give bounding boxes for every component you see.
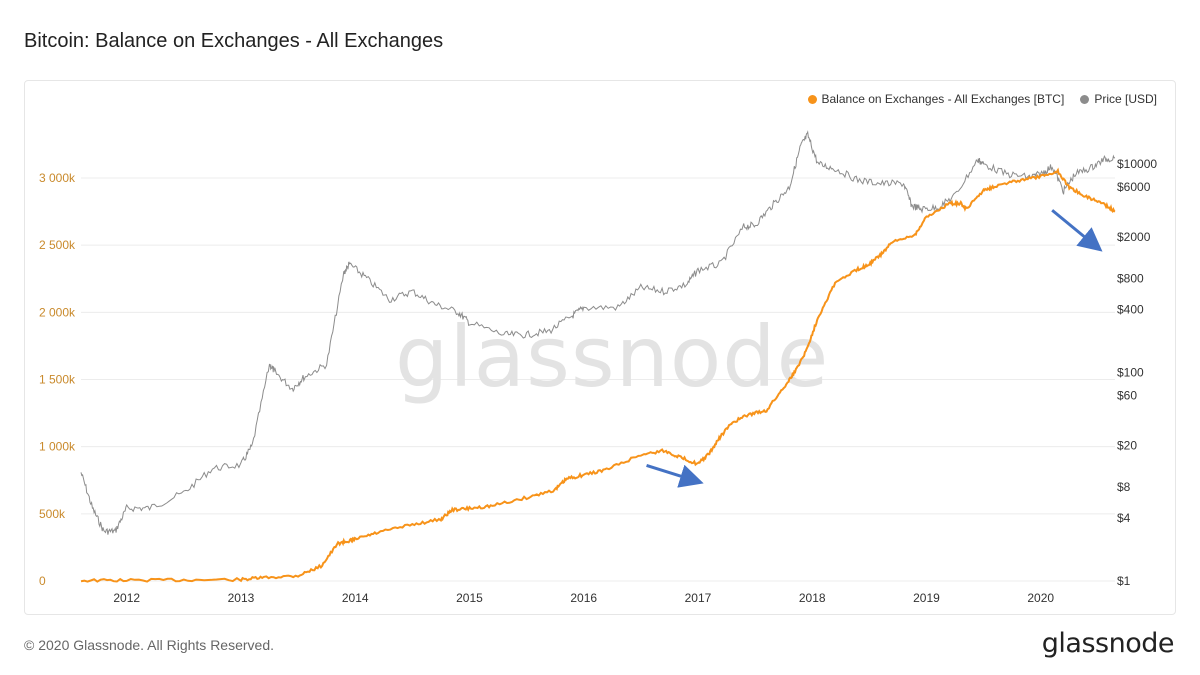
- legend-item-balance[interactable]: Balance on Exchanges - All Exchanges [BT…: [807, 92, 1065, 106]
- series-group: [80, 130, 1116, 583]
- legend: Balance on Exchanges - All Exchanges [BT…: [807, 92, 1157, 106]
- arrow-2017: [646, 464, 704, 488]
- copyright-text: © 2020 Glassnode. All Rights Reserved.: [24, 637, 275, 653]
- x-tick-label: 2014: [342, 591, 369, 605]
- watermark: glassnode: [395, 308, 829, 406]
- y-right-tick-label: $60: [1117, 389, 1137, 403]
- glassnode-logo[interactable]: glassnode: [1041, 628, 1175, 659]
- y-right-tick-label: $400: [1117, 303, 1144, 317]
- y-right-tick-label: $6000: [1117, 180, 1151, 194]
- y-right-tick-label: $800: [1117, 271, 1144, 285]
- x-tick-label: 2016: [570, 591, 597, 605]
- legend-dot-balance: [807, 94, 817, 104]
- x-tick-label: 2015: [456, 591, 483, 605]
- y-left-tick-label: 3 000k: [39, 171, 76, 185]
- y-right-tick-label: $100: [1117, 366, 1144, 380]
- balance-series-line: [80, 167, 1116, 583]
- y-left-tick-label: 1 500k: [39, 373, 76, 387]
- x-tick-label: 2017: [685, 591, 712, 605]
- arrow-2020: [1051, 209, 1103, 252]
- x-tick-label: 2019: [913, 591, 940, 605]
- annotations-group: [646, 209, 1103, 488]
- y-left-tick-label: 2 000k: [39, 305, 76, 319]
- axes-group: 0 500k 1 000k 1 500k 2 000k 2 500k 3 000k $1 $4 $…: [39, 157, 1157, 605]
- x-tick-label: 2012: [113, 591, 140, 605]
- legend-item-price[interactable]: Price [USD]: [1080, 92, 1157, 106]
- y-left-tick-label: 0: [39, 574, 46, 588]
- chart-title: Bitcoin: Balance on Exchanges - All Exch…: [24, 30, 444, 52]
- y-left-tick-label: 2 500k: [39, 238, 76, 252]
- y-right-tick-label: $8: [1117, 480, 1131, 494]
- legend-label-price: Price [USD]: [1094, 92, 1157, 106]
- y-right-tick-label: $2000: [1117, 230, 1151, 244]
- y-left-tick-label: 500k: [39, 507, 66, 521]
- chart-svg: glassnode 0 500k 1 000k 1 500k 2 000k 2 500k 3…: [39, 130, 1157, 605]
- y-left-tick-label: 1 000k: [39, 440, 76, 454]
- y-right-tick-label: $1: [1117, 574, 1131, 588]
- price-series-line: [80, 130, 1116, 535]
- x-tick-label: 2020: [1027, 591, 1054, 605]
- y-right-tick-label: $10000: [1117, 157, 1157, 171]
- y-right-tick-label: $4: [1117, 511, 1131, 525]
- x-tick-label: 2013: [228, 591, 255, 605]
- chart-panel: glassnode 0 500k 1 000k 1 500k 2 000k 2 500k 3…: [24, 80, 1176, 615]
- grid-lines: [81, 177, 1115, 582]
- legend-label-balance: Balance on Exchanges - All Exchanges [BT…: [821, 92, 1065, 106]
- legend-dot-price: [1080, 94, 1090, 104]
- y-right-tick-label: $20: [1117, 438, 1137, 452]
- x-tick-label: 2018: [799, 591, 826, 605]
